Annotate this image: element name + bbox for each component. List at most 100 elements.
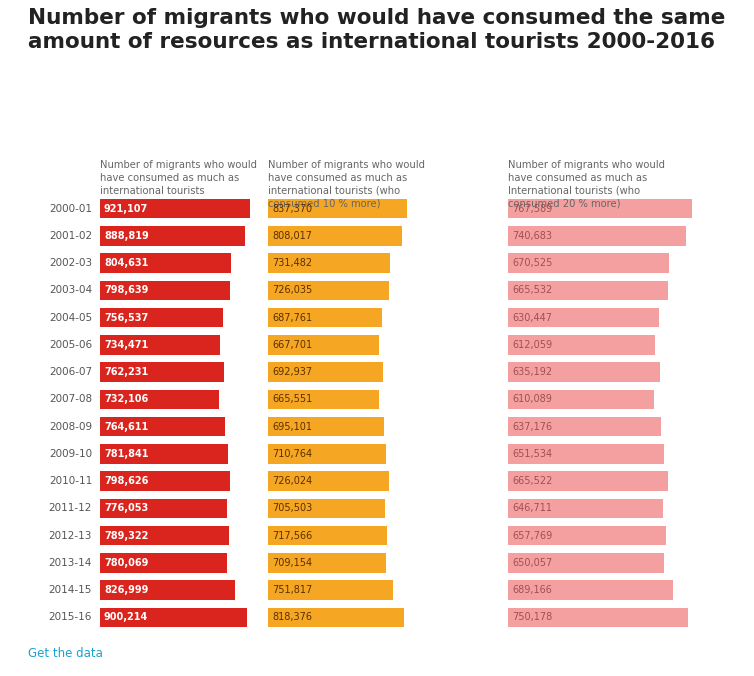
Bar: [268, 526, 388, 546]
Bar: [100, 444, 228, 464]
Text: 740,683: 740,683: [512, 231, 552, 241]
Text: Number of migrants who would
have consumed as much as
international tourists: Number of migrants who would have consum…: [100, 160, 257, 195]
Bar: [100, 499, 227, 518]
Text: 689,166: 689,166: [512, 585, 552, 595]
Text: 2003-04: 2003-04: [49, 285, 92, 295]
Text: 709,154: 709,154: [272, 558, 312, 568]
Text: 2012-13: 2012-13: [48, 531, 92, 541]
Bar: [100, 281, 230, 300]
Text: 767,589: 767,589: [512, 203, 552, 214]
Bar: [100, 335, 220, 355]
Bar: [100, 389, 219, 409]
Bar: [508, 281, 668, 300]
Text: 2011-12: 2011-12: [48, 504, 92, 513]
Text: 717,566: 717,566: [272, 531, 312, 541]
Text: 687,761: 687,761: [272, 312, 312, 322]
Bar: [100, 199, 250, 218]
Bar: [508, 254, 669, 273]
Text: 2000-01: 2000-01: [49, 203, 92, 214]
Text: 2015-16: 2015-16: [48, 612, 92, 623]
Text: 610,089: 610,089: [512, 394, 552, 404]
Text: 804,631: 804,631: [104, 258, 149, 268]
Bar: [100, 553, 227, 573]
Bar: [268, 499, 385, 518]
Bar: [268, 471, 389, 491]
Bar: [508, 444, 664, 464]
Text: 2002-03: 2002-03: [49, 258, 92, 268]
Text: 888,819: 888,819: [104, 231, 149, 241]
Text: 751,817: 751,817: [272, 585, 312, 595]
Text: 657,769: 657,769: [512, 531, 552, 541]
Text: 734,471: 734,471: [104, 340, 149, 350]
Text: 2006-07: 2006-07: [49, 367, 92, 377]
Bar: [268, 608, 404, 627]
Bar: [268, 362, 383, 382]
Bar: [508, 226, 686, 245]
Text: 665,532: 665,532: [512, 285, 552, 295]
Bar: [508, 580, 673, 600]
Text: 612,059: 612,059: [512, 340, 552, 350]
Bar: [508, 362, 661, 382]
Bar: [100, 608, 247, 627]
Text: 651,534: 651,534: [512, 449, 552, 459]
Bar: [100, 580, 235, 600]
Text: 650,057: 650,057: [512, 558, 552, 568]
Text: 837,370: 837,370: [272, 203, 312, 214]
Text: 726,024: 726,024: [272, 476, 312, 486]
Text: 635,192: 635,192: [512, 367, 552, 377]
Text: 710,764: 710,764: [272, 449, 312, 459]
Bar: [508, 389, 654, 409]
Text: 780,069: 780,069: [104, 558, 149, 568]
Text: 665,522: 665,522: [512, 476, 553, 486]
Text: 750,178: 750,178: [512, 612, 552, 623]
Bar: [100, 226, 245, 245]
Text: 789,322: 789,322: [104, 531, 149, 541]
Text: Get the data: Get the data: [28, 647, 103, 660]
Text: 637,176: 637,176: [512, 422, 552, 431]
Text: 798,639: 798,639: [104, 285, 149, 295]
Text: Number of migrants who would
have consumed as much as
International tourists (wh: Number of migrants who would have consum…: [508, 160, 665, 208]
Text: 2014-15: 2014-15: [48, 585, 92, 595]
Bar: [508, 199, 692, 218]
Bar: [268, 553, 386, 573]
Text: Number of migrants who would have consumed the same
amount of resources as inter: Number of migrants who would have consum…: [28, 8, 725, 52]
Text: 826,999: 826,999: [104, 585, 149, 595]
Text: 808,017: 808,017: [272, 231, 312, 241]
Bar: [100, 308, 223, 327]
Bar: [508, 608, 688, 627]
Text: 764,611: 764,611: [104, 422, 149, 431]
Text: 2008-09: 2008-09: [49, 422, 92, 431]
Bar: [508, 335, 655, 355]
Bar: [100, 362, 225, 382]
Text: 900,214: 900,214: [104, 612, 149, 623]
Bar: [268, 444, 386, 464]
Text: 756,537: 756,537: [104, 312, 149, 322]
Bar: [268, 254, 390, 273]
Bar: [508, 526, 666, 546]
Text: 776,053: 776,053: [104, 504, 149, 513]
Text: 818,376: 818,376: [272, 612, 312, 623]
Bar: [508, 308, 659, 327]
Text: 692,937: 692,937: [272, 367, 312, 377]
Bar: [268, 389, 379, 409]
Bar: [100, 526, 228, 546]
Text: Number of migrants who would
have consumed as much as
international tourists (wh: Number of migrants who would have consum…: [268, 160, 425, 208]
Text: 732,106: 732,106: [104, 394, 149, 404]
Text: 2013-14: 2013-14: [48, 558, 92, 568]
Bar: [268, 226, 403, 245]
Text: 667,701: 667,701: [272, 340, 312, 350]
Text: 670,525: 670,525: [512, 258, 553, 268]
Bar: [268, 281, 389, 300]
Text: 2004-05: 2004-05: [49, 312, 92, 322]
Text: 762,231: 762,231: [104, 367, 149, 377]
Bar: [100, 417, 225, 437]
Text: 2001-02: 2001-02: [49, 231, 92, 241]
Bar: [268, 199, 407, 218]
Text: 781,841: 781,841: [104, 449, 149, 459]
Bar: [508, 499, 664, 518]
Text: 2005-06: 2005-06: [49, 340, 92, 350]
Bar: [508, 471, 668, 491]
Bar: [100, 254, 231, 273]
Bar: [268, 308, 382, 327]
Bar: [268, 417, 384, 437]
